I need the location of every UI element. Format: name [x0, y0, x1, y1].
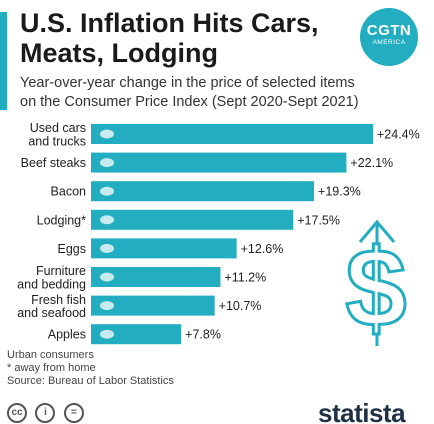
note-urban: Urban consumers: [7, 349, 94, 361]
category-label-line: Bacon: [51, 185, 86, 199]
egg-icon: [100, 243, 114, 253]
value-label: +7.8%: [185, 328, 221, 342]
notes: Urban consumers * away from home Source:…: [7, 349, 174, 388]
bar: [91, 181, 315, 202]
logo-line2: AMERICA: [372, 39, 406, 46]
category-label-line: Lodging*: [37, 213, 86, 227]
bacon-icon-shape: [100, 186, 114, 196]
category-label-line: and bedding: [17, 277, 86, 291]
car-icon: [100, 129, 114, 139]
category-label-line: Eggs: [58, 242, 87, 256]
chair-icon-shape: [100, 272, 114, 282]
dollar-arrow-decoration: $: [344, 219, 408, 348]
value-label: +17.5%: [297, 213, 340, 227]
bar: [91, 209, 294, 230]
bacon-icon: [100, 186, 114, 196]
license-icons: cc i =: [7, 402, 88, 423]
accent-bar: [0, 12, 7, 110]
category-label: Furniture and bedding: [17, 264, 86, 291]
steak-icon: [100, 158, 114, 168]
value-label: +10.7%: [219, 299, 262, 313]
category-label-line: and trucks: [28, 134, 86, 148]
by-icon: i: [35, 403, 56, 423]
apple-icon: [100, 329, 114, 339]
source-note: Source: Bureau of Labor Statistics: [7, 375, 174, 387]
nd-icon: =: [63, 403, 84, 423]
category-label-line: Apples: [48, 328, 86, 342]
chart-title: U.S. Inflation Hits Cars, Meats, Lodging: [20, 8, 319, 68]
category-label-line: Beef steaks: [21, 156, 86, 170]
value-label: +24.4%: [377, 128, 420, 142]
category-label-line: Furniture: [36, 264, 86, 278]
category-label-line: Used cars: [30, 121, 86, 135]
category-label: Fresh fish and seafood: [17, 293, 86, 320]
category-label: Used cars and trucks: [28, 121, 86, 148]
bar: [91, 238, 237, 259]
logo-line1: CGTN: [366, 22, 412, 39]
chair-icon: [100, 272, 114, 282]
bar: [91, 324, 182, 345]
value-label: +19.3%: [318, 185, 361, 199]
bed-icon-shape: [100, 215, 114, 225]
note-lodging: * away from home: [7, 362, 96, 374]
fish-icon-shape: [100, 301, 114, 311]
statista-logo: statista: [318, 398, 406, 424]
category-label-line: and seafood: [17, 306, 86, 320]
bar: [91, 295, 215, 316]
cgtn-logo: CGTN AMERICA: [360, 8, 418, 66]
value-label: +12.6%: [241, 242, 284, 256]
chart-subtitle: Year-over-year change in the price of se…: [20, 75, 359, 110]
arrow-head: [358, 219, 396, 243]
category-label: Bacon: [51, 185, 86, 199]
steak-icon-shape: [100, 158, 114, 168]
apple-icon-shape: [100, 329, 114, 339]
car-icon-shape: [100, 129, 114, 139]
cc-icon: cc: [7, 403, 27, 423]
dollar-sign-icon: $: [345, 227, 406, 348]
category-label: Beef steaks: [21, 156, 86, 170]
value-label: +22.1%: [350, 156, 393, 170]
category-label-line: Fresh fish: [31, 293, 86, 307]
egg-icon-shape: [100, 243, 114, 253]
category-label: Lodging*: [37, 213, 86, 227]
bar-chart: $ Used cars and trucks +24.4% Beef steaks +22…: [17, 121, 420, 348]
bar: [91, 124, 373, 144]
category-label: Eggs: [58, 242, 87, 256]
fish-icon: [100, 301, 114, 311]
value-label: +11.2%: [224, 271, 266, 285]
category-label: Apples: [48, 328, 86, 342]
bar: [91, 267, 221, 287]
bar: [91, 152, 347, 173]
bed-icon: [100, 215, 114, 225]
